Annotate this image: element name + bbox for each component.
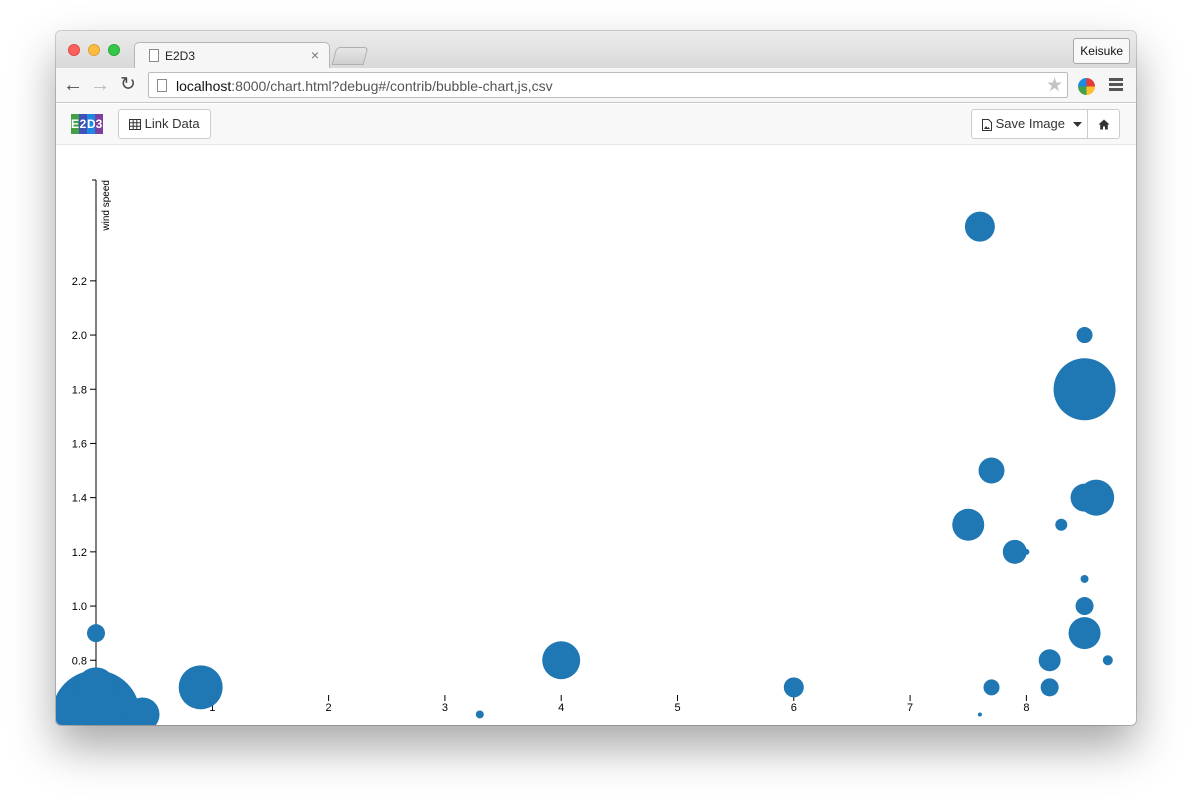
home-button[interactable] (1087, 109, 1120, 139)
bubble (1068, 617, 1101, 650)
url-host: localhost (176, 78, 232, 94)
logo-letter: 2 (79, 114, 87, 134)
reload-icon[interactable]: ↻ (120, 74, 136, 95)
bubble (178, 665, 223, 710)
bubble (983, 679, 1000, 696)
bubble (1070, 483, 1099, 512)
caret-down-icon (1072, 122, 1082, 128)
tab-title: E2D3 (165, 49, 196, 63)
bubble (1053, 358, 1116, 421)
x-tick-label: 2 (326, 702, 332, 714)
save-image-label: Save Image (995, 116, 1065, 131)
bubble (542, 641, 581, 680)
y-tick-label: 2.2 (72, 276, 87, 288)
bubble-chart: 0.8 1.0 1.2 1.4 1.6 1.8 2.0 2.2 wind speed 1 2 3 4 5 6… (56, 179, 1116, 725)
x-tick-label: 5 (674, 702, 680, 714)
minimize-window-button[interactable] (88, 44, 100, 56)
back-arrow-icon[interactable]: ← (63, 74, 83, 96)
home-icon (1098, 119, 1109, 130)
y-axis-label: wind speed (101, 180, 112, 232)
browser-window: E2D3 × Keisuke ← → ↻ localhost:8000/char… (56, 31, 1136, 725)
bookmark-star-icon[interactable]: ★ (1045, 75, 1063, 96)
bubble (978, 457, 1005, 484)
bubble (87, 624, 105, 643)
bubble (1080, 574, 1089, 583)
x-tick-label: 3 (442, 702, 448, 714)
link-data-label: Link Data (144, 116, 200, 131)
page-icon (149, 49, 159, 62)
bubble (1023, 548, 1030, 555)
image-file-icon (982, 118, 992, 131)
logo-letter: D (87, 114, 96, 134)
title-bar: E2D3 × Keisuke (56, 31, 1136, 69)
bubble (125, 697, 160, 725)
extension-icon[interactable] (1078, 78, 1095, 95)
x-tick-label: 6 (791, 702, 797, 714)
chart-area: 0.8 1.0 1.2 1.4 1.6 1.8 2.0 2.2 wind speed 1 2 3 4 5 6… (56, 145, 1136, 725)
bubble (977, 712, 982, 717)
forward-arrow-icon[interactable]: → (90, 74, 110, 96)
y-tick-label: 2.0 (72, 330, 87, 342)
bubble (1102, 655, 1113, 666)
page-icon (157, 79, 167, 92)
bubble (964, 211, 995, 242)
bubble (783, 677, 804, 698)
y-tick-label: 1.4 (72, 493, 87, 505)
url-path: :8000/chart.html?debug#/contrib/bubble-c… (231, 78, 553, 94)
y-tick-label: 1.2 (72, 547, 87, 559)
x-tick-label: 1 (209, 702, 215, 714)
bubble (952, 508, 985, 541)
bubble (1055, 518, 1068, 531)
profile-button[interactable]: Keisuke (1073, 38, 1130, 64)
bubble (1040, 678, 1059, 697)
bubble (1075, 597, 1094, 616)
bubble (76, 667, 116, 708)
y-tick-label: 0.8 (72, 655, 87, 667)
browser-toolbar: ← → ↻ localhost:8000/chart.html?debug#/c… (56, 68, 1136, 103)
close-tab-icon[interactable]: × (310, 47, 319, 63)
table-icon (129, 119, 141, 131)
y-tick-label: 1.8 (72, 384, 87, 396)
save-image-button[interactable]: Save Image (971, 109, 1088, 139)
app-toolbar: E 2 D 3 Link Data Save Image (56, 104, 1136, 145)
zoom-window-button[interactable] (108, 44, 120, 56)
logo-letter: E (71, 114, 79, 134)
address-bar[interactable]: localhost:8000/chart.html?debug#/contrib… (148, 72, 1068, 98)
url-text: localhost:8000/chart.html?debug#/contrib… (176, 78, 553, 94)
bubble (1038, 649, 1061, 672)
e2d3-logo: E 2 D 3 (71, 114, 105, 134)
new-tab-button[interactable] (331, 47, 369, 65)
link-data-button[interactable]: Link Data (118, 109, 211, 139)
bubble (1002, 539, 1027, 564)
bubble (1076, 327, 1093, 344)
y-tick-label: 1.0 (72, 601, 87, 613)
logo-letter: 3 (95, 114, 103, 134)
x-tick-label: 8 (1023, 702, 1029, 714)
browser-tab[interactable]: E2D3 × (134, 42, 330, 69)
menu-icon[interactable] (1109, 78, 1123, 92)
x-tick-label: 4 (558, 702, 564, 714)
close-window-button[interactable] (68, 44, 80, 56)
y-tick-label: 1.6 (72, 438, 87, 450)
x-tick-label: 7 (907, 702, 913, 714)
bubble (475, 710, 484, 719)
